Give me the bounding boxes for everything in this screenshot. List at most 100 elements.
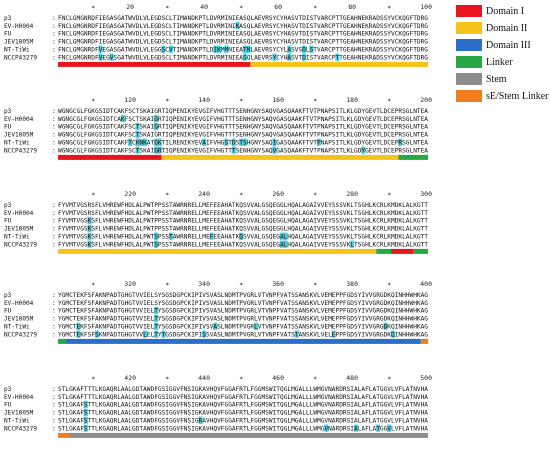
variant-highlight xyxy=(154,122,159,131)
variant-highlight xyxy=(135,146,140,154)
ruler-asterisk: * xyxy=(313,375,317,383)
variant-highlight xyxy=(272,146,277,154)
row-separator: : xyxy=(52,132,56,139)
sequence-row: FNCLGMGNRDFVEGVSGATWVDLVLEGDSCLTIMANDKPT… xyxy=(58,54,428,61)
strain-name: JEV1805M xyxy=(4,410,34,417)
sequence-row: STLGKAFSTTLKGAQRLAALGDTAWDFGSIGGVFNSIGRA… xyxy=(58,418,428,425)
strain-name: p3 xyxy=(4,108,12,115)
row-separator: : xyxy=(52,386,56,393)
variant-highlight xyxy=(154,114,159,123)
variant-highlight xyxy=(331,330,336,338)
variant-highlight xyxy=(387,424,392,432)
variant-highlight xyxy=(83,416,88,424)
ruler-position-label: 340 xyxy=(198,280,210,288)
variant-highlight xyxy=(139,138,144,146)
variant-highlight xyxy=(154,322,159,330)
row-separator: : xyxy=(52,39,56,46)
row-separator: : xyxy=(52,418,56,425)
strain-name: JEV1805M xyxy=(4,226,34,233)
variant-highlight xyxy=(154,314,159,322)
strain-name: EV-H0004 xyxy=(4,116,34,123)
ruler-asterisk: * xyxy=(165,281,169,289)
variant-highlight xyxy=(98,53,103,61)
variant-highlight xyxy=(309,45,314,53)
variant-highlight xyxy=(239,138,244,146)
strain-name: p3 xyxy=(4,292,12,299)
variant-highlight xyxy=(235,21,240,30)
ruler-asterisk: * xyxy=(313,97,317,105)
ruler-position-label: 240 xyxy=(198,190,210,198)
row-separator: : xyxy=(52,308,56,315)
domain-bar-segment xyxy=(58,338,66,344)
sequence-row: STLGKAFSTTLKGAQRLAALGDTAWDFGSIGGVFNSIGKA… xyxy=(58,410,428,417)
sequence-row: STLGKAFSTTLKGAQRLAALGDTAWDFGSIGGVFNSIGKA… xyxy=(58,425,428,432)
row-separator: : xyxy=(52,202,56,209)
ruler-asterisk: * xyxy=(387,375,391,383)
sequence-row: WGNGCGLFGKGSIDTCAKFSCTSKAIGRTIQPENIKYEVG… xyxy=(58,132,428,139)
row-separator: : xyxy=(52,108,56,115)
variant-highlight xyxy=(202,138,207,146)
variant-highlight xyxy=(213,45,218,53)
ruler-asterisk: * xyxy=(387,191,391,199)
ruler-asterisk: * xyxy=(91,4,95,12)
ruler-position-label: 200 xyxy=(420,96,432,104)
row-separator: : xyxy=(52,140,56,147)
row-separator: : xyxy=(52,241,56,248)
ruler-asterisk: * xyxy=(91,375,95,383)
legend-swatch xyxy=(456,22,482,34)
strain-name: NCCP43279 xyxy=(4,331,37,338)
domain-bar-segment xyxy=(391,248,414,254)
row-separator: : xyxy=(52,124,56,131)
variant-highlight xyxy=(83,408,88,416)
variant-highlight xyxy=(376,424,381,432)
ruler-position-label: 20 xyxy=(126,3,134,11)
row-separator: : xyxy=(52,47,56,54)
ruler-position-label: 40 xyxy=(200,3,208,11)
variant-highlight xyxy=(209,232,214,240)
legend-label: Domain II xyxy=(486,22,528,34)
strain-name: NT-TiWi xyxy=(4,47,30,54)
variant-highlight xyxy=(161,45,166,53)
variant-highlight xyxy=(98,45,103,53)
ruler-asterisk: * xyxy=(165,4,169,12)
legend-label: Stem xyxy=(486,73,507,85)
strain-name: FU xyxy=(4,402,12,409)
legend-label: sE/Stem Linker xyxy=(486,90,549,102)
variant-highlight xyxy=(76,322,81,330)
ruler-asterisk: * xyxy=(165,191,169,199)
variant-highlight xyxy=(135,130,140,138)
sequence-row: YGMCTEKFSFAKNPADTGHGTVVIELSYSGSDGPCKIPIV… xyxy=(58,300,428,307)
domain-bar-segment xyxy=(413,248,428,254)
ruler-position-label: 180 xyxy=(346,96,358,104)
domain-bar-segment xyxy=(58,61,251,67)
row-separator: : xyxy=(52,394,56,401)
row-separator: : xyxy=(52,226,56,233)
legend-swatch xyxy=(456,73,482,85)
strain-name: NCCP43279 xyxy=(4,147,37,154)
ruler-asterisk: * xyxy=(387,4,391,12)
sequence-row: WGNGCGLFGKGSIDTCAKFSCTSKAIGRTIQPENIKYEVG… xyxy=(58,108,428,115)
domain-bar-segment xyxy=(65,338,421,344)
variant-highlight xyxy=(198,416,203,424)
domain-bar-segment xyxy=(69,432,428,438)
variant-highlight xyxy=(283,240,288,248)
variant-highlight xyxy=(283,232,288,240)
sequence-row: YGMCTEKFSFAKNPADTGHGTVVIELTYSGSDGPCKIPIV… xyxy=(58,308,428,315)
row-separator: : xyxy=(52,218,56,225)
variant-highlight xyxy=(157,146,162,154)
variant-highlight xyxy=(231,138,236,146)
strain-name: NT-TiWi xyxy=(4,324,30,331)
variant-highlight xyxy=(316,138,321,146)
variant-highlight xyxy=(231,146,236,154)
domain-bar-segment xyxy=(250,61,428,67)
legend-swatch xyxy=(456,5,482,17)
variant-highlight xyxy=(294,330,299,338)
sequence-row: FNCLGMGNRDFIEGASGATWVDLVLEGDSCLTIMANDKPT… xyxy=(58,15,428,22)
domain-bar-segment xyxy=(420,338,428,344)
sequence-row: YGMCTEKFSFSKNPADTGHGTVVLELTYTGSDGPCKIPIS… xyxy=(58,331,428,338)
ruler-asterisk: * xyxy=(239,4,243,12)
variant-highlight xyxy=(120,114,125,123)
variant-highlight xyxy=(324,424,329,432)
